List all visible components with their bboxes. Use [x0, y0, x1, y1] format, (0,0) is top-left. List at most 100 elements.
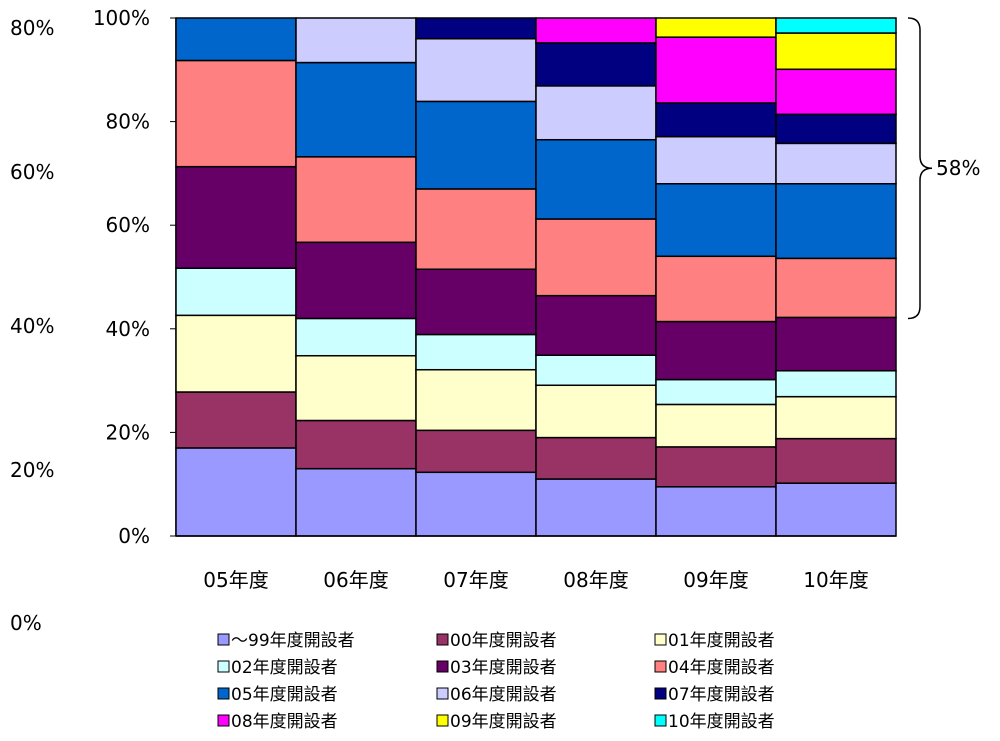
bar-segment: [775, 437, 897, 484]
bar-segment: [535, 478, 657, 537]
bar-segment: [655, 378, 777, 406]
bracket-annotation: 58%: [907, 17, 980, 320]
bar-segment: [175, 17, 297, 62]
bar-segment: [775, 183, 897, 260]
legend-label: 04年度開設者: [668, 658, 775, 678]
x-category-label: 07年度: [443, 568, 508, 592]
y-tick-label: 60%: [106, 213, 150, 237]
bar-segment: [415, 471, 537, 537]
bar-segment: [535, 354, 657, 387]
bar-segment: [655, 320, 777, 381]
bar-segment: [295, 241, 417, 320]
legend: ～99年度開設者 00年度開設者 01年度開設者 02年度開設者 03年度開設者 04年度…: [217, 631, 775, 732]
bar-segment: [655, 403, 777, 448]
bar-segment: [415, 368, 537, 432]
bar-segment: [295, 354, 417, 422]
bar-segment: [295, 467, 417, 537]
bar-segment: [535, 218, 657, 297]
y-tick-label: 0%: [118, 524, 150, 548]
bar-segment: [775, 395, 897, 440]
x-category-label: 09年度: [683, 568, 748, 592]
legend-swatch: [654, 633, 667, 646]
bar-segment: [775, 32, 897, 71]
outer-y-tick-label: 80%: [10, 16, 54, 40]
outer-y-axis-labels: 0% 20% 40% 60% 80%: [10, 16, 54, 635]
x-axis: 05年度 06年度 07年度 08年度 09年度 10年度: [176, 535, 896, 592]
legend-swatch: [654, 714, 667, 727]
y-tick-label: 20%: [106, 420, 150, 444]
bar-segment: [775, 17, 897, 34]
bar-segment: [295, 61, 417, 158]
bar-segment: [535, 17, 657, 44]
bar-segment: [415, 268, 537, 336]
bar-segment: [655, 102, 777, 138]
bar-segment: [535, 42, 657, 87]
bar-segment: [415, 188, 537, 270]
legend-label: 08年度開設者: [231, 712, 338, 732]
bracket-label: 58%: [936, 156, 980, 180]
x-category-label: 06年度: [323, 568, 388, 592]
bar-segment: [775, 68, 897, 116]
legend-label: 06年度開設者: [450, 685, 557, 705]
legend-label: 05年度開設者: [231, 685, 338, 705]
bar-segment: [295, 317, 417, 357]
bar-segment: [535, 384, 657, 439]
outer-y-tick-label: 20%: [10, 458, 54, 482]
legend-label: 02年度開設者: [231, 658, 338, 678]
legend-label: 03年度開設者: [450, 658, 557, 678]
bar-segment: [655, 486, 777, 537]
x-category-label: 08年度: [563, 568, 628, 592]
bar-segment: [775, 370, 897, 398]
outer-y-tick-label: 0%: [10, 611, 42, 635]
legend-swatch: [217, 633, 230, 646]
bar-segment: [175, 165, 297, 269]
legend-swatch: [436, 660, 449, 673]
legend-label: 01年度開設者: [668, 631, 775, 651]
bar-segment: [775, 113, 897, 145]
legend-swatch: [436, 687, 449, 700]
legend-swatch: [654, 660, 667, 673]
bar-segment: [655, 255, 777, 323]
legend-label: 00年度開設者: [450, 631, 557, 651]
y-tick-label: 40%: [106, 317, 150, 341]
legend-swatch: [217, 714, 230, 727]
x-category-label: 05年度: [203, 568, 268, 592]
legend-swatch: [436, 714, 449, 727]
bar-segment: [775, 482, 897, 537]
bar-segment: [175, 314, 297, 393]
y-axis: 0% 20% 40% 60% 80% 100%: [93, 6, 177, 548]
bar-segment: [175, 267, 297, 317]
bar-segment: [295, 419, 417, 470]
bars: [175, 17, 897, 537]
bar-segment: [175, 447, 297, 537]
y-tick-label: 100%: [93, 6, 150, 30]
bar-segment: [295, 156, 417, 244]
bar-segment: [415, 429, 537, 474]
bar-segment: [655, 135, 777, 185]
bar-segment: [655, 183, 777, 258]
legend-swatch: [436, 633, 449, 646]
bar-segment: [655, 17, 777, 38]
bar-segment: [415, 333, 537, 371]
x-category-label: 10年度: [803, 568, 868, 592]
legend-label: 07年度開設者: [668, 685, 775, 705]
bar-segment: [775, 257, 897, 319]
bar-segment: [775, 142, 897, 185]
bar-segment: [655, 446, 777, 488]
bracket-shape: [907, 17, 933, 320]
bar-segment: [415, 17, 537, 40]
legend-swatch: [217, 660, 230, 673]
legend-swatch: [654, 687, 667, 700]
legend-label: 10年度開設者: [668, 712, 775, 732]
bar-segment: [655, 36, 777, 104]
bar-segment: [175, 59, 297, 168]
outer-y-tick-label: 40%: [10, 314, 54, 338]
y-tick-label: 80%: [106, 110, 150, 134]
bar-segment: [775, 316, 897, 372]
bar-segment: [535, 138, 657, 220]
bar-segment: [535, 436, 657, 480]
bar-segment: [175, 391, 297, 449]
bar-segment: [415, 100, 537, 190]
outer-y-tick-label: 60%: [10, 160, 54, 184]
